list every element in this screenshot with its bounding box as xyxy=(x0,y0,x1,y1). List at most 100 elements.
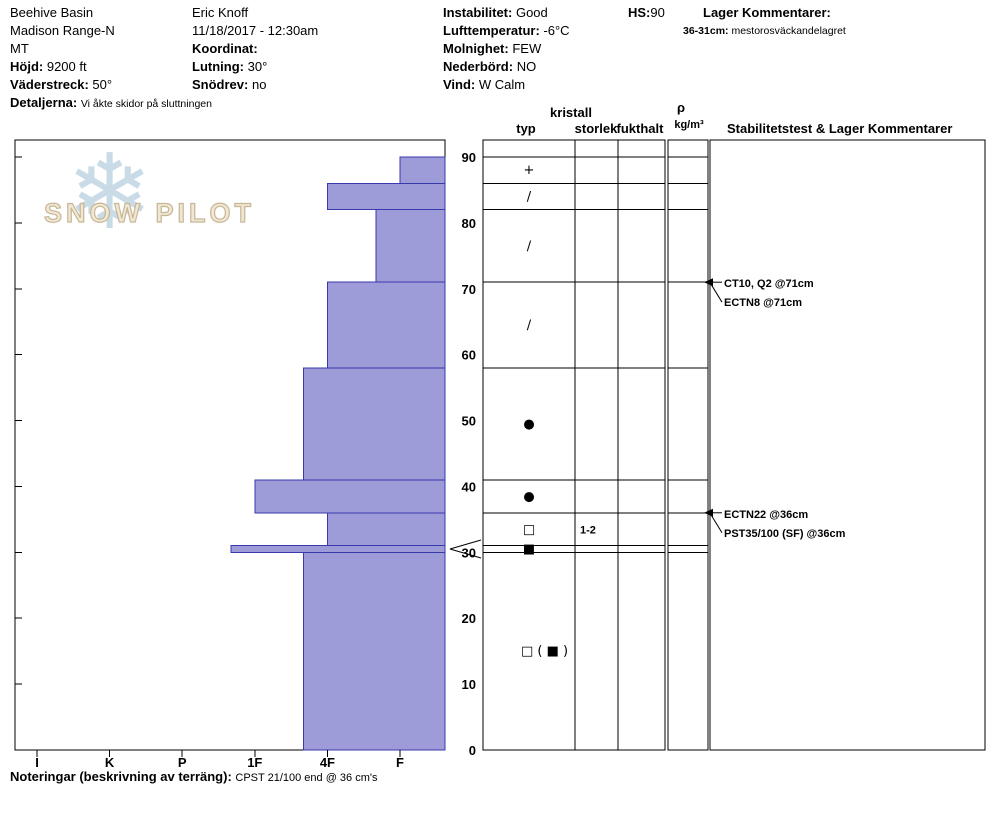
depth-label: 80 xyxy=(462,216,476,231)
hs-label: HS: xyxy=(628,5,651,20)
column-header-stability: Stabilitetstest & Lager Kommentarer xyxy=(727,121,952,136)
depth-label: 70 xyxy=(462,282,476,297)
column-header-density: ρ xyxy=(677,100,685,115)
grain-symbol: ● xyxy=(523,489,534,504)
depth-label: 90 xyxy=(462,150,476,165)
observation-datetime: 11/18/2017 - 12:30am xyxy=(192,23,319,38)
drift-label: Snödrev: xyxy=(192,77,249,92)
sky-label: Molnighet: xyxy=(443,41,509,56)
hardness-bar xyxy=(326,281,446,369)
state-name: MT xyxy=(10,41,29,56)
instability-label: Instabilitet: xyxy=(443,5,513,20)
snowflake-icon: ❄ xyxy=(66,131,154,253)
hardness-label: K xyxy=(105,755,115,770)
column-header-fukthalt: fukthalt xyxy=(617,121,665,136)
depth-label: 30 xyxy=(462,545,476,560)
sky-line: Molnighet: FEW xyxy=(443,40,570,58)
snowpilot-logo-text: SNOW PILOT xyxy=(43,197,255,228)
layer-comment-text: mestorosväckandelagret xyxy=(731,25,846,37)
wind-label: Vind: xyxy=(443,77,476,92)
header-location-block: Beehive Basin Madison Range-N MT Höjd: 9… xyxy=(10,4,212,113)
header-observer-block: Eric Knoff 11/18/2017 - 12:30am Koordina… xyxy=(192,4,318,94)
elevation-line: Höjd: 9200 ft xyxy=(10,58,212,76)
column-header-density-unit: kg/m³ xyxy=(674,119,704,131)
slope-line: Lutning: 30° xyxy=(192,58,318,76)
grain-symbol: ∕ xyxy=(527,318,532,333)
test-label: PST35/100 (SF) @36cm xyxy=(724,528,846,540)
notes-line: Noteringar (beskrivning av terräng): CPS… xyxy=(10,769,378,784)
depth-label: 10 xyxy=(462,677,476,692)
instability-value: Good xyxy=(515,5,548,20)
column-header-kristall: kristall xyxy=(550,105,592,120)
grain-symbol: □ xyxy=(523,522,535,537)
airtemp-line: Lufttemperatur: -6°C xyxy=(443,22,570,40)
layer-comment-depth: 36-31cm: xyxy=(683,25,729,37)
notes-label: Noteringar (beskrivning av terräng): xyxy=(10,769,232,784)
hardness-label: 1F xyxy=(247,755,262,770)
drift-line: Snödrev: no xyxy=(192,76,318,94)
grain-size: 1-2 xyxy=(580,524,596,536)
grain-symbol: ■ xyxy=(523,542,535,557)
hardness-label: I xyxy=(35,755,39,770)
layer-comments-block: Lager Kommentarer: 36-31cm: mestorosväck… xyxy=(683,4,846,40)
elevation-label: Höjd: xyxy=(10,59,44,74)
slope-label: Lutning: xyxy=(192,59,244,74)
hardness-bar xyxy=(302,551,446,751)
snowpilot-logo: ❄ SNOW PILOT xyxy=(42,140,282,275)
hardness-bar xyxy=(326,512,446,547)
aspect-label: Väderstreck: xyxy=(10,77,89,92)
details-label: Detaljerna: xyxy=(10,95,78,110)
wind-line: Vind: W Calm xyxy=(443,76,570,94)
precip-line: Nederbörd: NO xyxy=(443,58,570,76)
range-name: Madison Range-N xyxy=(10,23,115,38)
hardness-label: F xyxy=(396,755,404,770)
drift-value: no xyxy=(251,77,267,92)
column-header-storlek: storlek xyxy=(575,121,618,136)
column-header-typ: typ xyxy=(516,121,536,136)
elevation-value: 9200 ft xyxy=(46,59,87,74)
precip-label: Nederbörd: xyxy=(443,59,514,74)
airtemp-label: Lufttemperatur: xyxy=(443,23,540,38)
density-box xyxy=(667,139,709,751)
test-label: ECTN22 @36cm xyxy=(724,509,808,521)
test-connector-line xyxy=(710,283,723,303)
aspect-line: Väderstreck: 50° xyxy=(10,76,212,94)
grain-symbol: □ ( ■ ) xyxy=(521,644,568,659)
hardness-bar xyxy=(399,156,446,184)
grain-symbol: ∕ xyxy=(527,239,532,254)
hardness-bar xyxy=(254,479,446,514)
slope-value: 30° xyxy=(247,59,268,74)
wind-value: W Calm xyxy=(478,77,526,92)
grain-symbol: + xyxy=(524,163,535,178)
header-weather-block: Instabilitet: Good Lufttemperatur: -6°C … xyxy=(443,4,570,94)
thin-layer-callout-line xyxy=(449,548,482,559)
hardness-label: 4F xyxy=(320,755,335,770)
test-arrow-head xyxy=(704,278,713,287)
depth-label: 50 xyxy=(462,414,476,429)
details-line: Detaljerna: Vi åkte skidor på sluttninge… xyxy=(10,94,212,113)
hs-value: 90 xyxy=(650,5,665,20)
test-connector-line xyxy=(710,514,723,534)
stability-box xyxy=(709,139,986,751)
hardness-bar xyxy=(375,209,446,283)
observer-name: Eric Knoff xyxy=(192,5,249,20)
grain-symbol: ● xyxy=(523,417,534,432)
instability-line: Instabilitet: Good xyxy=(443,4,570,22)
precip-value: NO xyxy=(516,59,537,74)
thin-layer-callout-line xyxy=(449,539,482,550)
test-arrow-head xyxy=(704,508,713,517)
test-label: ECTN8 @71cm xyxy=(724,297,802,309)
layer-comments-title: Lager Kommentarer: xyxy=(683,4,846,22)
depth-label: 60 xyxy=(462,348,476,363)
airtemp-value: -6°C xyxy=(543,23,570,38)
depth-label: 20 xyxy=(462,611,476,626)
hardness-label: P xyxy=(178,755,187,770)
hardness-bar xyxy=(326,182,446,211)
details-value: Vi åkte skidor på sluttningen xyxy=(80,98,212,110)
hardness-bar xyxy=(230,545,446,553)
hardness-bar xyxy=(302,367,446,481)
coordinate-label: Koordinat: xyxy=(192,41,258,56)
test-label: CT10, Q2 @71cm xyxy=(724,278,814,290)
notes-value: CPST 21/100 end @ 36 cm's xyxy=(235,772,378,784)
